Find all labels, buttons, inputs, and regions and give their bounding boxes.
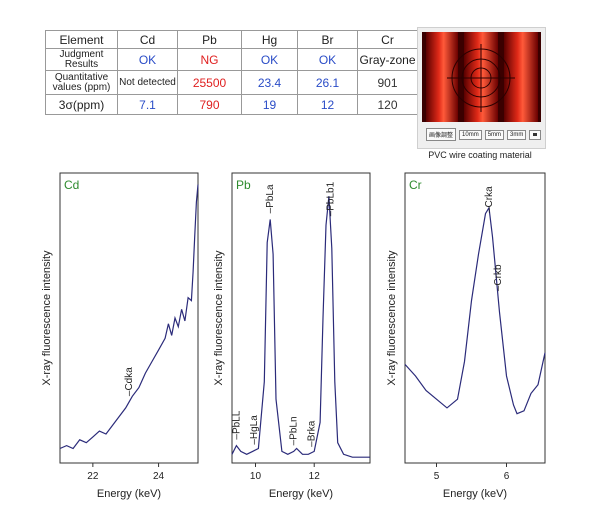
x-tick-label: 24 <box>153 471 165 482</box>
table-cell: 12 <box>297 94 358 115</box>
peak-label: –PbLn <box>289 416 300 445</box>
table-row: 3σ(ppm) 7.1 790 19 12 120 <box>45 94 418 115</box>
spectrum-line <box>59 184 199 450</box>
peak-label: –PbLL <box>231 410 242 439</box>
plot-frame <box>59 172 199 464</box>
plot-frame <box>231 172 371 464</box>
table-cell: 26.1 <box>297 70 358 95</box>
table-cell: OK <box>241 48 298 71</box>
y-axis-label: X-ray fluorescence intensity <box>213 250 225 386</box>
x-tick-label: 6 <box>504 471 510 482</box>
x-tick-label: 12 <box>309 471 321 482</box>
camera-icon[interactable] <box>529 129 542 140</box>
peak-label: –PbLa <box>265 184 276 213</box>
x-tick-label: 22 <box>87 471 99 482</box>
x-tick-label: 10 <box>250 471 262 482</box>
image-adjust-button[interactable]: 画像調整 <box>426 128 457 141</box>
scale-5mm-button[interactable]: 5mm <box>484 129 505 140</box>
spectrum-line <box>231 196 370 458</box>
panel-title: Pb <box>236 178 251 192</box>
peak-label: –PbLb1 <box>325 181 336 216</box>
scale-3mm-button[interactable]: 3mm <box>507 129 527 140</box>
pvc-wire-image <box>422 32 541 122</box>
sample-photo: 画像調整 10mm 5mm 3mm <box>417 27 546 149</box>
plot-frame <box>404 172 546 464</box>
x-tick-label: 5 <box>434 471 440 482</box>
row-label: Quantitative values (ppm) <box>45 70 118 95</box>
table-cell: 790 <box>177 94 242 115</box>
row-label: 3σ(ppm) <box>45 94 118 115</box>
results-table: Element Cd Pb Hg Br Cr Judgment Results … <box>45 30 418 115</box>
spectrum-line <box>404 205 546 415</box>
scale-10mm-button[interactable]: 10mm <box>459 129 482 140</box>
x-axis-label: Energy (keV) <box>97 488 161 500</box>
peak-label: –Crkb <box>493 264 504 291</box>
table-cell: Gray-zone <box>357 48 418 71</box>
y-axis-label: X-ray fluorescence intensity <box>41 250 53 386</box>
panel-title: Cd <box>64 178 79 192</box>
table-cell: 120 <box>357 94 418 115</box>
table-cell: 25500 <box>177 70 242 95</box>
table-cell: 7.1 <box>117 94 178 115</box>
peak-label: –HgLa <box>249 415 260 445</box>
y-axis-label: X-ray fluorescence intensity <box>386 250 398 386</box>
photo-caption: PVC wire coating material <box>428 150 532 160</box>
x-axis-label: Energy (keV) <box>269 488 333 500</box>
peak-label: –Crka <box>484 186 495 213</box>
peak-label: –Cdka <box>124 367 135 396</box>
panel-title: Cr <box>409 178 422 192</box>
header-cell: Br <box>297 30 358 49</box>
x-axis-label: Energy (keV) <box>443 488 507 500</box>
table-header-row: Element Cd Pb Hg Br Cr <box>45 30 418 49</box>
peak-label: –Brka <box>306 420 317 447</box>
photo-toolbar: 画像調整 10mm 5mm 3mm <box>426 128 542 141</box>
